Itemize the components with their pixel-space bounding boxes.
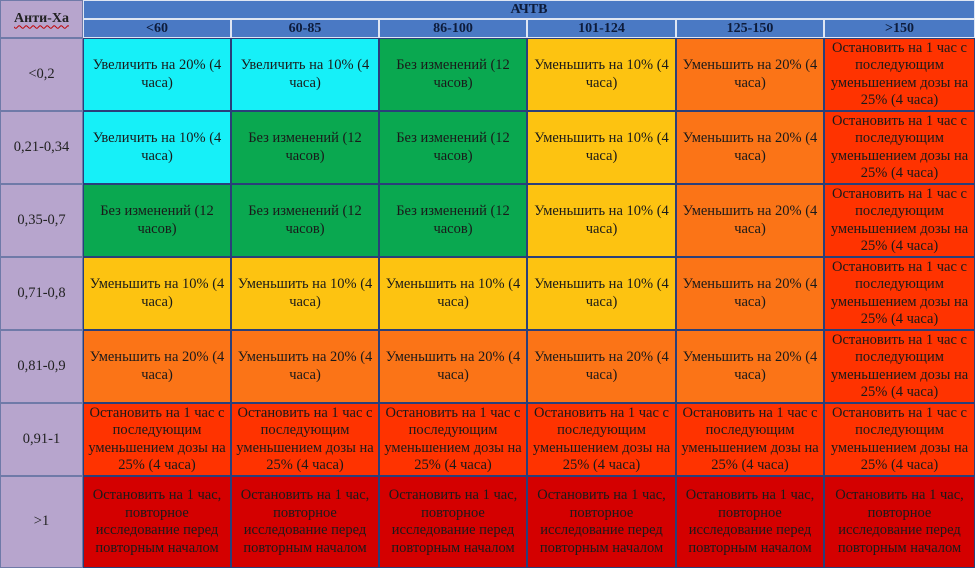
dose-cell: Увеличить на 10% (4 часа) (231, 38, 379, 111)
dose-cell: Остановить на 1 час с последующим уменьш… (824, 184, 975, 257)
dose-cell: Без изменений (12 часов) (231, 184, 379, 257)
column-header-101-124: 101-124 (527, 19, 676, 38)
dose-cell: Уменьшить на 20% (4 часа) (231, 330, 379, 403)
dose-cell: Остановить на 1 час, повторное исследова… (83, 476, 231, 568)
dose-cell: Остановить на 1 час, повторное исследова… (527, 476, 676, 568)
group-header-aptt: АЧТВ (83, 0, 975, 19)
dose-cell: Без изменений (12 часов) (231, 111, 379, 184)
dose-cell: Увеличить на 10% (4 часа) (83, 111, 231, 184)
dose-cell: Остановить на 1 час, повторное исследова… (824, 476, 975, 568)
dose-cell: Уменьшить на 10% (4 часа) (379, 257, 527, 330)
dose-cell: Уменьшить на 10% (4 часа) (231, 257, 379, 330)
dose-cell: Остановить на 1 час, повторное исследова… (379, 476, 527, 568)
dose-cell: Остановить на 1 час, повторное исследова… (231, 476, 379, 568)
row-label-0-71-0-8: 0,71-0,8 (0, 257, 83, 330)
dose-cell: Увеличить на 20% (4 часа) (83, 38, 231, 111)
dose-cell: Уменьшить на 20% (4 часа) (83, 330, 231, 403)
dose-cell: Уменьшить на 10% (4 часа) (83, 257, 231, 330)
dose-cell: Уменьшить на 20% (4 часа) (676, 257, 824, 330)
dose-cell: Остановить на 1 час, повторное исследова… (676, 476, 824, 568)
column-header-86-100: 86-100 (379, 19, 527, 38)
column-header-125-150: 125-150 (676, 19, 824, 38)
dose-cell: Остановить на 1 час с последующим уменьш… (824, 403, 975, 476)
row-label-0-21-0-34: 0,21-0,34 (0, 111, 83, 184)
dose-cell: Уменьшить на 20% (4 часа) (379, 330, 527, 403)
dose-cell: Уменьшить на 10% (4 часа) (527, 184, 676, 257)
dose-cell: Остановить на 1 час с последующим уменьш… (527, 403, 676, 476)
column-header-gt150: >150 (824, 19, 975, 38)
dose-cell: Остановить на 1 час с последующим уменьш… (824, 111, 975, 184)
dose-cell: Без изменений (12 часов) (379, 111, 527, 184)
dose-cell: Уменьшить на 20% (4 часа) (676, 330, 824, 403)
column-header-lt60: <60 (83, 19, 231, 38)
dose-cell: Уменьшить на 20% (4 часа) (676, 38, 824, 111)
column-header-60-85: 60-85 (231, 19, 379, 38)
dose-cell: Уменьшить на 20% (4 часа) (527, 330, 676, 403)
dose-cell: Остановить на 1 час с последующим уменьш… (824, 330, 975, 403)
dose-cell: Остановить на 1 час с последующим уменьш… (676, 403, 824, 476)
dose-cell: Без изменений (12 часов) (379, 38, 527, 111)
dose-cell: Уменьшить на 10% (4 часа) (527, 111, 676, 184)
dose-cell: Без изменений (12 часов) (379, 184, 527, 257)
dose-cell: Без изменений (12 часов) (83, 184, 231, 257)
row-label-gt1: >1 (0, 476, 83, 568)
dose-cell: Остановить на 1 час с последующим уменьш… (824, 38, 975, 111)
dose-cell: Остановить на 1 час с последующим уменьш… (824, 257, 975, 330)
dose-cell: Уменьшить на 20% (4 часа) (676, 111, 824, 184)
row-label-0-35-0-7: 0,35-0,7 (0, 184, 83, 257)
row-label-0-81-0-9: 0,81-0,9 (0, 330, 83, 403)
dose-cell: Уменьшить на 20% (4 часа) (676, 184, 824, 257)
dose-cell: Уменьшить на 10% (4 часа) (527, 38, 676, 111)
row-label-0-91-1: 0,91-1 (0, 403, 83, 476)
corner-header-anti-xa: Анти-Ха (0, 0, 83, 38)
dose-cell: Остановить на 1 час с последующим уменьш… (83, 403, 231, 476)
dose-cell: Уменьшить на 10% (4 часа) (527, 257, 676, 330)
dose-cell: Остановить на 1 час с последующим уменьш… (231, 403, 379, 476)
dose-cell: Остановить на 1 час с последующим уменьш… (379, 403, 527, 476)
row-label-lt0-2: <0,2 (0, 38, 83, 111)
